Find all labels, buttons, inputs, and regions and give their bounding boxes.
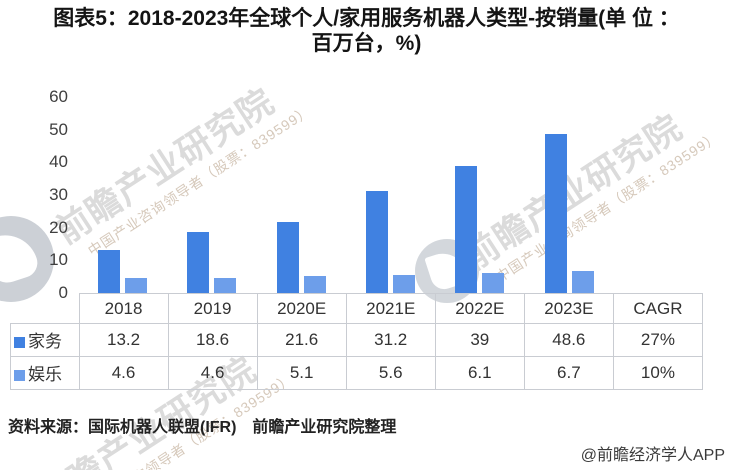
y-axis-tick-60: 60	[49, 87, 68, 106]
bar-娱乐-2020E	[303, 276, 326, 293]
column-header-2019: 2019	[167, 293, 258, 324]
legend-label: 家务	[28, 332, 62, 351]
table-header-row: 2018 2019 2020E 2021E 2022E 2023E CAGR	[10, 293, 704, 324]
cell-娱乐-2022E: 6.1	[434, 356, 525, 390]
cell-家务-CAGR: 27%	[612, 323, 704, 357]
column-header-2020E: 2020E	[256, 293, 347, 324]
column-header-2023E: 2023E	[523, 293, 614, 324]
column-header-2018: 2018	[78, 293, 169, 324]
bar-娱乐-2021E	[393, 274, 415, 293]
cell-家务-2018: 13.2	[78, 323, 169, 357]
source-note: 资料来源：国际机器人联盟(IFR) 前瞻产业研究院整理	[8, 419, 397, 436]
legend-家务: 家务	[10, 323, 80, 357]
table-row-家务: 家务 13.2 18.6 21.6 31.2 39 48.6 27%	[10, 323, 704, 357]
bar-娱乐-2023E	[571, 271, 594, 293]
cell-娱乐-2020E: 5.1	[256, 356, 347, 390]
y-axis-tick-10: 10	[49, 250, 68, 270]
data-table: 2018 2019 2020E 2021E 2022E 2023E CAGR 家务 13.2 18…	[10, 293, 704, 390]
bar-娱乐-2019	[214, 277, 237, 293]
bar-娱乐-2018	[125, 277, 148, 293]
cell-娱乐-2021E: 5.6	[345, 356, 436, 390]
chart-title: 图表5：2018-2023年全球个人/家用服务机器人类型-按销量(单 位 ： 百…	[0, 6, 733, 56]
column-header-2021E: 2021E	[345, 293, 436, 324]
cell-家务-2021E: 31.2	[345, 323, 436, 357]
bar-家务-2020E	[276, 222, 299, 293]
bar-家务-2021E	[366, 191, 388, 293]
legend-娱乐: 娱乐	[10, 356, 80, 390]
legend-swatch-icon	[14, 370, 25, 381]
bar-娱乐-2022E	[482, 273, 505, 293]
legend-label: 娱乐	[28, 365, 62, 384]
y-axis-tick-20: 20	[49, 217, 68, 237]
y-axis-tick-0: 0	[58, 283, 68, 302]
y-axis-tick-50: 50	[49, 119, 68, 139]
legend-swatch-icon	[14, 337, 25, 348]
table-row-娱乐: 娱乐 4.6 4.6 5.1 5.6 6.1 6.7 10%	[10, 356, 704, 390]
cell-娱乐-2023E: 6.7	[523, 356, 614, 390]
cell-家务-2022E: 39	[434, 323, 525, 357]
column-header-2022E: 2022E	[434, 293, 525, 324]
credit-note: @前瞻经济学人APP	[580, 447, 725, 464]
chart-title-line2: 百万台，%)	[311, 32, 422, 55]
bar-家务-2022E	[455, 165, 478, 293]
bar-家务-2019	[187, 232, 210, 293]
bar-家务-2018	[98, 249, 121, 293]
bar-家务-2023E	[544, 134, 567, 293]
cell-家务-2019: 18.6	[167, 323, 258, 357]
column-header-CAGR: CAGR	[612, 293, 704, 324]
chart-title-line1: 图表5：2018-2023年全球个人/家用服务机器人类型-按销量(单 位 ：	[53, 7, 680, 30]
cell-娱乐-2019: 4.6	[167, 356, 258, 390]
cell-娱乐-2018: 4.6	[78, 356, 169, 390]
cell-家务-2020E: 21.6	[256, 323, 347, 357]
y-axis-tick-30: 30	[49, 185, 68, 204]
table-corner-cell	[10, 293, 80, 324]
cell-娱乐-CAGR: 10%	[612, 356, 704, 390]
y-axis-tick-40: 40	[49, 152, 68, 172]
cell-家务-2023E: 48.6	[523, 323, 614, 357]
